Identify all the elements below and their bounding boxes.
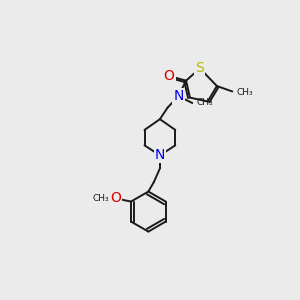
- Text: CH₃: CH₃: [197, 98, 214, 107]
- Text: N: N: [155, 148, 165, 162]
- Text: O: O: [164, 69, 175, 83]
- Text: S: S: [196, 61, 204, 75]
- Text: CH₃: CH₃: [236, 88, 253, 97]
- Text: O: O: [110, 191, 121, 206]
- Text: N: N: [173, 89, 184, 103]
- Text: CH₃: CH₃: [92, 194, 109, 203]
